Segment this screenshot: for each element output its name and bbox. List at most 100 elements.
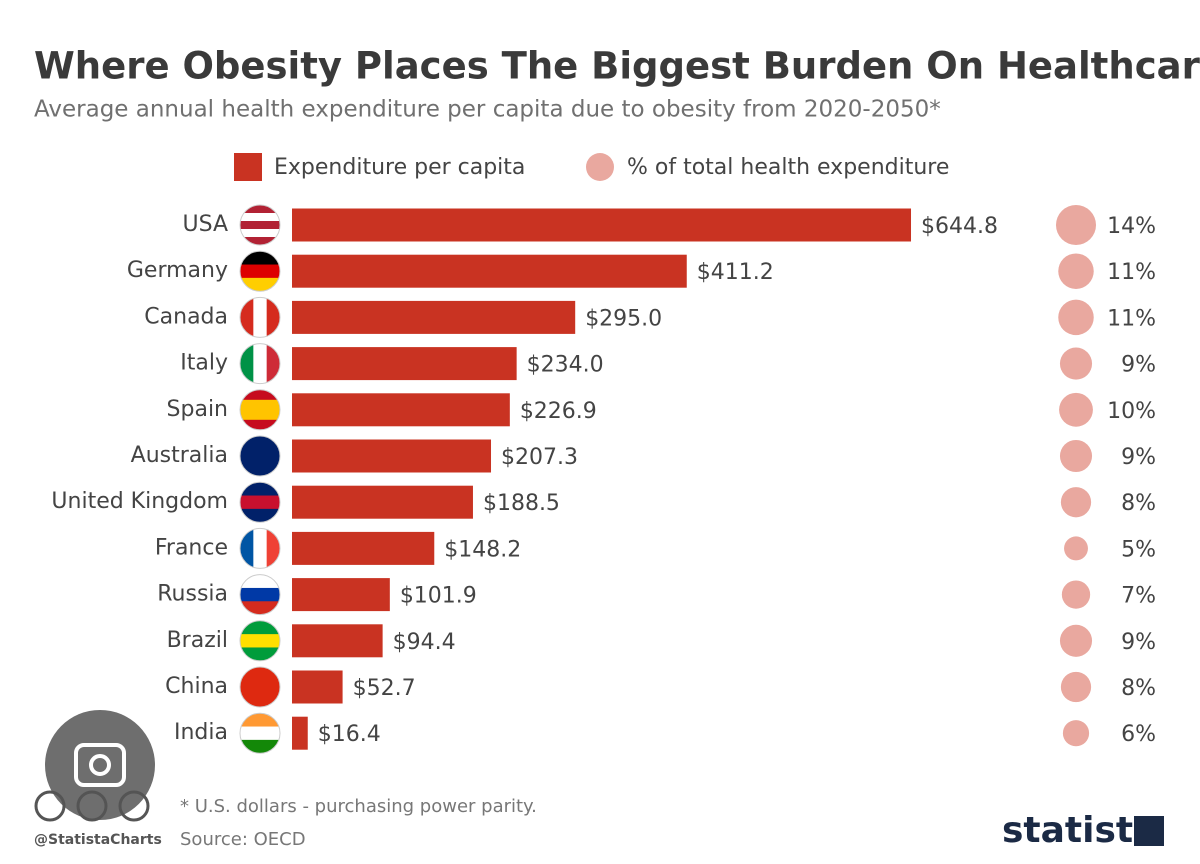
flag-stripe — [240, 528, 254, 569]
flag-stripe — [240, 620, 280, 635]
flag-border — [239, 666, 281, 708]
bubble-label: 11% — [1107, 260, 1156, 285]
flag — [240, 205, 280, 245]
category-label: India — [174, 720, 228, 745]
legend-label: % of total health expenditure — [627, 155, 949, 180]
flag-stripe — [240, 399, 280, 411]
bubble-label: 9% — [1121, 353, 1156, 378]
category-label: Russia — [157, 582, 228, 607]
bubble-label: 9% — [1121, 445, 1156, 470]
flag-stripe — [240, 482, 280, 497]
flag-stripe — [253, 528, 268, 569]
flag-stripe — [240, 687, 280, 707]
bar — [292, 716, 308, 750]
flag-stripe — [240, 409, 280, 421]
flag — [240, 389, 280, 430]
bar — [292, 347, 517, 381]
lens-overlay[interactable] — [45, 710, 155, 820]
category-label: Germany — [127, 258, 228, 283]
bubble — [1059, 347, 1093, 380]
flag-stripe — [240, 251, 280, 266]
bubble — [1060, 671, 1092, 703]
flag-border — [239, 250, 281, 292]
flag-stripe — [240, 237, 280, 245]
bubble — [1058, 253, 1094, 289]
flag-stripe — [240, 343, 254, 384]
bar — [292, 300, 576, 334]
flag-stripe — [240, 667, 280, 688]
flag-stripe — [266, 297, 280, 338]
flag-stripe — [240, 213, 280, 222]
value-label: $207.3 — [501, 445, 578, 470]
flag-border — [239, 389, 281, 431]
bubble — [1059, 439, 1093, 473]
value-label: $226.9 — [520, 399, 597, 424]
flag-border — [239, 481, 281, 523]
flag-stripe — [266, 528, 280, 569]
bubble — [1059, 624, 1093, 657]
bubble-label: 8% — [1121, 676, 1156, 701]
flag-stripe — [240, 419, 280, 430]
category-label: Australia — [131, 443, 228, 468]
value-label: $411.2 — [697, 260, 774, 285]
bubble-label: 5% — [1121, 537, 1156, 562]
source: Source: OECD — [180, 829, 306, 850]
value-label: $295.0 — [585, 306, 662, 331]
legend-swatch — [234, 153, 262, 181]
flag-stripe — [240, 495, 280, 510]
chart-title: Where Obesity Places The Biggest Burden … — [34, 45, 1200, 88]
flag-border — [239, 712, 281, 754]
bar — [292, 670, 343, 704]
category-label: Canada — [144, 304, 228, 329]
flag — [240, 251, 280, 292]
flag-border — [239, 343, 281, 385]
category-label: Brazil — [167, 628, 228, 653]
flag-stripe — [240, 297, 254, 338]
flag-stripe — [240, 221, 280, 230]
flag-stripe — [240, 205, 280, 214]
bubble-label: 9% — [1121, 630, 1156, 655]
flag-stripe — [253, 297, 268, 338]
bubble — [1061, 580, 1091, 609]
bubble — [1062, 720, 1090, 747]
flag-stripe — [240, 508, 280, 523]
value-label: $644.8 — [921, 214, 998, 239]
flag-stripe — [240, 574, 280, 589]
category-label: China — [165, 674, 228, 699]
flag — [240, 343, 280, 384]
bubble — [1060, 487, 1092, 518]
flag-stripe — [266, 343, 280, 384]
flag-stripe — [240, 647, 280, 661]
flag — [240, 482, 280, 523]
flag-stripe — [240, 739, 280, 754]
flag-stripe — [240, 726, 280, 741]
bubble-label: 11% — [1107, 306, 1156, 331]
flag — [240, 528, 280, 569]
category-label: Spain — [167, 397, 228, 422]
legend-label: Expenditure per capita — [274, 155, 525, 180]
bar — [292, 531, 435, 565]
flag-stripe — [253, 343, 268, 384]
category-label: Italy — [180, 351, 228, 376]
flag-stripe — [240, 713, 280, 728]
chart-subtitle: Average annual health expenditure per ca… — [34, 97, 941, 123]
flag-stripe — [240, 389, 280, 401]
flag-stripe — [240, 264, 280, 279]
legend-swatch — [586, 153, 614, 181]
flag-stripe — [240, 436, 280, 457]
value-label: $94.4 — [393, 630, 456, 655]
bar — [292, 485, 473, 519]
flag — [240, 620, 280, 661]
flag-border — [239, 620, 281, 662]
category-label: United Kingdom — [51, 489, 228, 514]
flag-stripe — [240, 601, 280, 615]
value-label: $148.2 — [444, 537, 521, 562]
flag-border — [239, 574, 281, 616]
flag — [240, 436, 280, 476]
bar — [292, 208, 912, 242]
footnote: * U.S. dollars - purchasing power parity… — [180, 796, 537, 817]
bar — [292, 254, 687, 288]
flag — [240, 574, 280, 615]
